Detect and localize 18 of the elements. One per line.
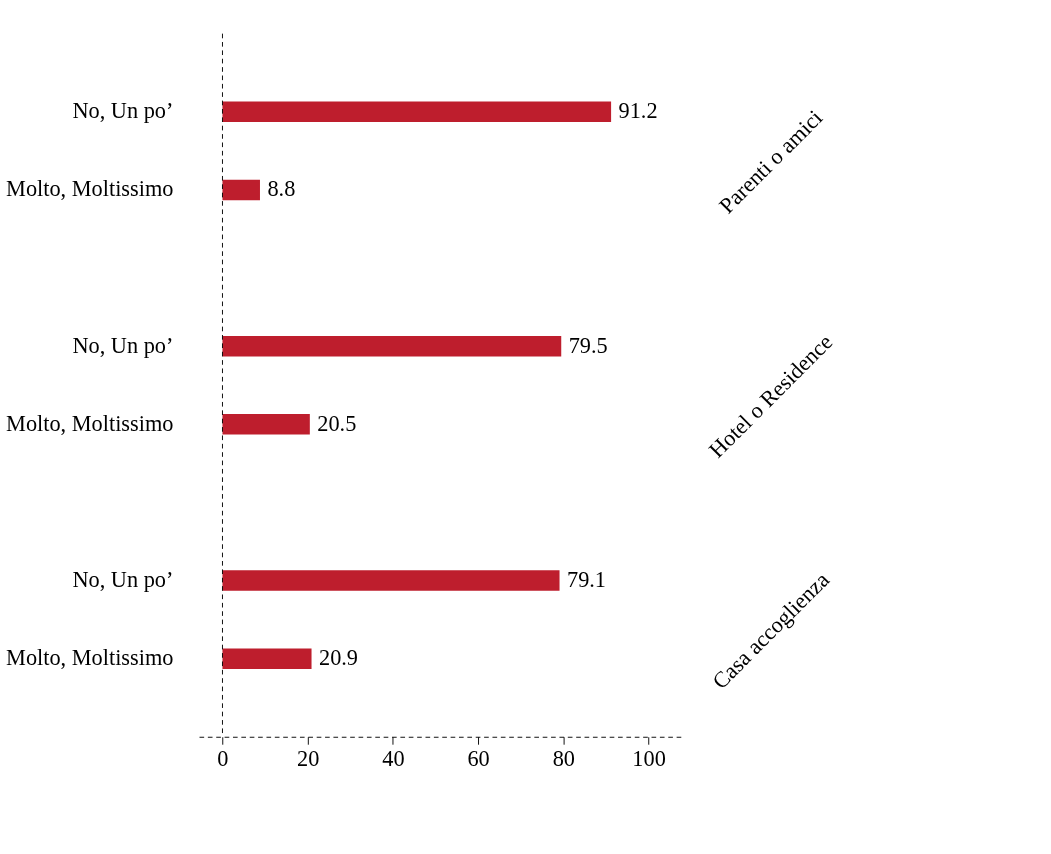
data-label: 91.2	[618, 98, 658, 124]
data-label: 79.5	[568, 332, 608, 358]
x-tick-label: 100	[632, 746, 666, 772]
x-tick-label: 60	[467, 746, 490, 772]
x-tick-label: 40	[382, 746, 405, 772]
y-tick-label: Molto, Moltissimo	[6, 410, 174, 436]
data-label: 20.5	[317, 410, 357, 436]
y-tick-label: No, Un po’	[72, 332, 174, 358]
x-tick-label: 20	[297, 746, 320, 772]
y-tick-label: No, Un po’	[72, 98, 174, 124]
y-tick-label: Molto, Moltissimo	[6, 645, 174, 671]
data-label: 20.9	[318, 645, 359, 671]
x-tick-label: 80	[552, 746, 575, 772]
y-tick-label: Molto, Moltissimo	[6, 176, 174, 202]
y-tick-label: No, Un po’	[72, 567, 174, 593]
data-label: 79.1	[566, 567, 607, 593]
x-tick-label: 0	[217, 746, 229, 772]
data-label: 8.8	[267, 176, 296, 202]
